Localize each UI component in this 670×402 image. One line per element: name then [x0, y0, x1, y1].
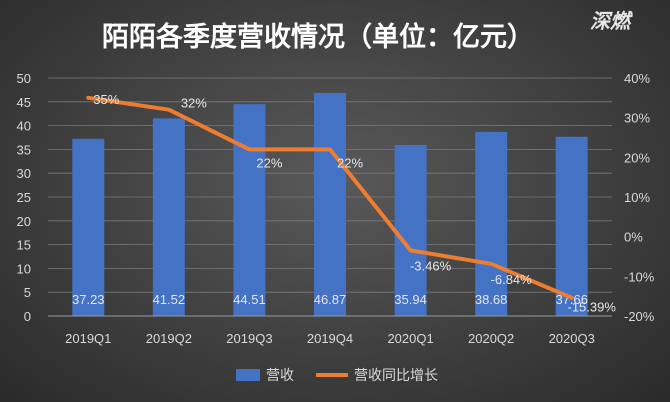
bar-data-label: 41.52 [153, 292, 186, 307]
x-tick-label: 2019Q4 [307, 331, 353, 346]
line-data-label: -15.39% [568, 300, 617, 315]
x-tick-label: 2020Q2 [468, 331, 514, 346]
y-left-tick-label: 20 [17, 214, 31, 229]
bar [233, 104, 266, 316]
y-right-tick-label: 40% [624, 71, 650, 86]
legend-label: 营收同比增长 [354, 368, 438, 384]
y-left-tick-label: 30 [17, 166, 31, 181]
line-data-label: -3.46% [410, 258, 452, 273]
y-right-tick-label: 30% [624, 111, 650, 126]
y-left-tick-label: 45 [17, 95, 31, 110]
y-left-tick-label: 40 [17, 119, 31, 134]
growth-line [86, 95, 574, 300]
bar-data-label: 38.68 [475, 292, 508, 307]
legend-swatch-bar [236, 369, 260, 381]
line-data-label: 22% [337, 155, 363, 170]
y-right-tick-label: -10% [624, 269, 655, 284]
y-left-tick-label: 10 [17, 261, 31, 276]
y-left-tick-label: 25 [17, 190, 31, 205]
line-data-label: 32% [181, 96, 207, 111]
bar-data-label: 44.51 [233, 292, 266, 307]
bar-data-label: 37.23 [72, 292, 105, 307]
bar [475, 131, 508, 316]
y-right-tick-label: 10% [624, 190, 650, 205]
legend-label: 营收 [266, 368, 294, 384]
line-data-label: 22% [256, 155, 282, 170]
watermark-logo: 深燃 [590, 9, 633, 33]
bar-data-label: 35.94 [394, 292, 427, 307]
bar [72, 138, 105, 316]
bar [394, 144, 427, 316]
y-left-tick-label: 0 [24, 309, 31, 324]
bar [555, 136, 588, 316]
x-tick-label: 2020Q1 [387, 331, 433, 346]
bar [152, 118, 185, 316]
bar-data-label: 46.87 [314, 292, 347, 307]
chart-title: 陌陌各季度营收情况（单位：亿元） [102, 21, 534, 53]
y-left-tick-label: 5 [24, 285, 31, 300]
y-left-tick-label: 15 [17, 238, 31, 253]
x-tick-label: 2019Q1 [65, 331, 111, 346]
bar [314, 92, 346, 316]
x-tick-label: 2020Q3 [549, 331, 595, 346]
y-left-tick-label: 35 [17, 142, 31, 157]
y-right-tick-label: -20% [624, 309, 655, 324]
y-right-tick-label: 0% [624, 230, 643, 245]
x-tick-label: 2019Q2 [146, 331, 192, 346]
y-left-tick-label: 50 [17, 71, 31, 86]
x-tick-label: 2019Q3 [226, 331, 272, 346]
line-data-label: -6.84% [491, 272, 533, 287]
y-right-tick-label: 20% [624, 150, 650, 165]
line-data-label: 35% [93, 92, 119, 107]
